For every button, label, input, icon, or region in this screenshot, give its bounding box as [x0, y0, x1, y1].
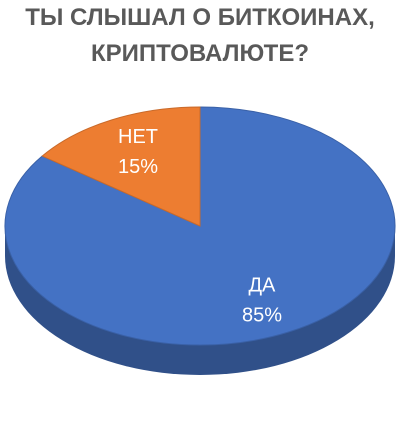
category-label: НЕТ [118, 126, 158, 148]
pie-slice [41, 106, 201, 227]
chart-title: ТЫ СЛЫШАЛ О БИТКОИНАХ, КРИПТОВАЛЮТЕ? [25, 4, 375, 67]
value-label: 15% [118, 156, 158, 178]
category-label: ДА [249, 275, 277, 297]
value-label: 85% [242, 305, 282, 327]
